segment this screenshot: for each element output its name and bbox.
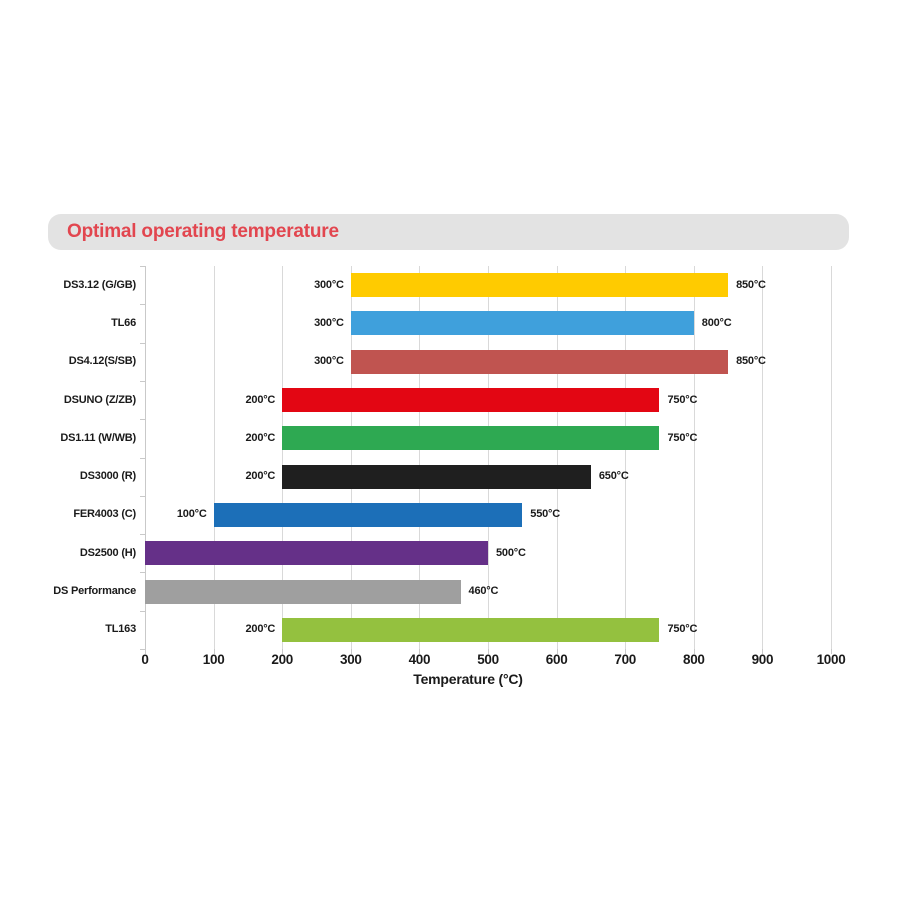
bar (282, 464, 591, 489)
bar (145, 541, 488, 566)
bar-min-label: 200°C (245, 393, 276, 406)
bar-min-label: 300°C (314, 355, 344, 368)
x-tick-label: 600 (545, 652, 568, 667)
y-axis-tick (140, 457, 145, 459)
bar-max-label: 750°C (667, 393, 698, 406)
x-tick-label: 100 (202, 652, 225, 667)
x-tick-label: 900 (751, 652, 774, 667)
x-tick-label: 300 (339, 652, 362, 667)
grid-line (693, 266, 695, 649)
bar (282, 617, 660, 642)
bar-min-label: 300°C (314, 316, 344, 329)
x-axis-tick (488, 649, 489, 654)
bar-min-label: 200°C (245, 470, 276, 483)
bar (350, 311, 694, 336)
y-axis-tick (140, 304, 145, 306)
category-label: DS2500 (H) (79, 546, 136, 559)
y-axis-tick (140, 266, 145, 267)
bar-max-label: 500°C (496, 546, 526, 559)
bar-max-label: 850°C (736, 355, 766, 368)
bar-max-label: 850°C (736, 278, 766, 291)
y-axis-tick (140, 649, 145, 650)
category-label: FER4003 (C) (73, 508, 136, 521)
x-tick-label: 500 (477, 652, 499, 667)
grid-line (488, 266, 489, 649)
bar (350, 273, 729, 298)
x-axis-tick (625, 649, 627, 654)
x-axis-tick (282, 649, 284, 654)
x-axis-tick (762, 649, 764, 654)
x-tick-label: 700 (614, 652, 636, 667)
x-axis-tick (693, 649, 695, 654)
category-label: DSUNO (Z/ZB) (63, 393, 136, 406)
y-axis-tick (140, 495, 145, 497)
grid-line (831, 266, 832, 649)
x-axis-tick (556, 649, 558, 654)
x-axis-tick (213, 649, 215, 654)
grid-line (350, 266, 352, 649)
bar-min-label: 200°C (245, 623, 276, 636)
grid-line (282, 266, 284, 649)
bar (350, 349, 729, 374)
y-axis-tick (140, 419, 145, 421)
chart-title: Optimal operating temperature (67, 221, 339, 242)
x-axis-title: Temperature (°C) (413, 671, 523, 687)
grid-line (625, 266, 627, 649)
grid-line (419, 266, 421, 649)
x-tick-label: 400 (408, 652, 431, 667)
x-tick-label: 200 (271, 652, 293, 667)
bar-min-label: 100°C (176, 508, 207, 521)
y-axis-tick (140, 610, 145, 612)
grid-line (213, 266, 215, 649)
category-label: DS Performance (53, 585, 136, 598)
category-label: DS4.12(S/SB) (68, 355, 136, 368)
x-tick-label: 1000 (816, 652, 846, 667)
category-label: TL163 (105, 623, 136, 636)
grid-line (762, 266, 764, 649)
y-axis-tick (140, 342, 145, 344)
bar-max-label: 750°C (667, 623, 698, 636)
category-label: DS3.12 (G/GB) (63, 278, 136, 291)
y-axis-tick (140, 534, 145, 536)
bar-min-label: 200°C (245, 431, 276, 444)
y-axis-line (145, 266, 146, 649)
bar-min-label: 300°C (314, 278, 344, 291)
y-axis-tick (140, 380, 145, 382)
x-tick-label: 0 (141, 652, 149, 667)
category-label: DS3000 (R) (79, 470, 136, 483)
bar (282, 388, 660, 413)
bar-max-label: 550°C (530, 508, 560, 521)
bar-max-label: 650°C (598, 470, 629, 483)
bar (282, 426, 660, 451)
grid-line (556, 266, 558, 649)
x-axis-tick (145, 649, 146, 654)
x-axis-tick (831, 649, 832, 654)
chart-title-bar: Optimal operating temperature (48, 214, 849, 250)
bar-max-label: 750°C (667, 431, 698, 444)
category-label: TL66 (111, 316, 136, 329)
x-axis-tick (419, 649, 421, 654)
y-axis-tick (140, 572, 145, 574)
bar (145, 579, 461, 604)
x-tick-label: 800 (682, 652, 705, 667)
category-label: DS1.11 (W/WB) (60, 431, 136, 444)
bar-max-label: 800°C (701, 316, 732, 329)
bar (213, 502, 523, 527)
x-axis-tick (350, 649, 352, 654)
bar-max-label: 460°C (468, 585, 499, 598)
